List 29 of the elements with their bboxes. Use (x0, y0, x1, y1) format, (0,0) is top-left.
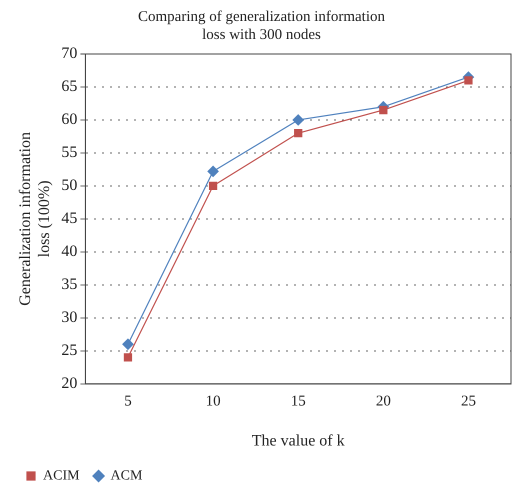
x-tick-label: 25 (460, 394, 476, 410)
y-axis-title: Generalization information loss (100%) (16, 132, 54, 306)
y-tick-label: 25 (61, 342, 78, 360)
y-tick-label: 45 (61, 210, 78, 228)
point (379, 106, 388, 114)
y-tick-label: 50 (61, 177, 78, 194)
y-tick-label: 70 (61, 45, 78, 62)
x-tick-label: 10 (206, 394, 221, 410)
y-tick-label: 65 (61, 78, 78, 96)
y-tick-label: 30 (61, 309, 78, 326)
point (207, 166, 219, 178)
point (464, 76, 473, 85)
point (122, 338, 134, 350)
point (294, 129, 302, 138)
x-tick-label: 15 (290, 394, 306, 410)
legend-label: ACM (110, 468, 144, 484)
point (124, 353, 132, 362)
point (208, 182, 218, 190)
x-axis-title: The value of k (252, 432, 345, 450)
chart-title: Comparing of generalization information loss with 300 nodes (138, 8, 386, 43)
y-tick-label: 60 (61, 111, 78, 128)
x-tick-label: 5 (124, 394, 132, 410)
y-tick-label: 35 (61, 276, 78, 294)
point (292, 114, 304, 126)
y-tick-label: 55 (61, 144, 78, 162)
x-tick-label: 20 (376, 394, 391, 410)
legend-label: ACIM (43, 468, 80, 484)
y-tick-label: 20 (61, 375, 78, 392)
y-tick-label: 40 (61, 243, 78, 260)
